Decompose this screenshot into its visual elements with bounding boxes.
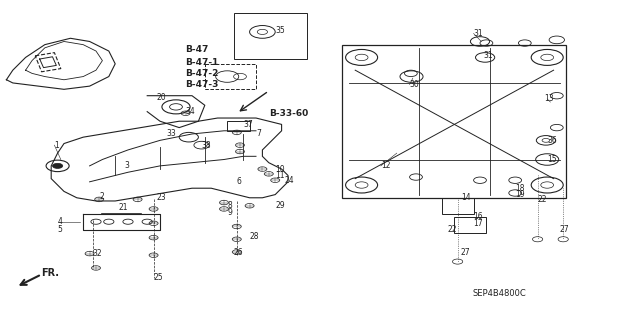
Text: B-47-2: B-47-2 xyxy=(186,69,219,78)
Text: 34: 34 xyxy=(186,107,195,116)
Text: 20: 20 xyxy=(157,93,166,102)
Text: 16: 16 xyxy=(474,212,483,221)
Text: 3: 3 xyxy=(125,161,130,170)
Text: 9: 9 xyxy=(227,208,232,217)
Text: 24: 24 xyxy=(285,176,294,185)
Text: 33: 33 xyxy=(166,130,176,138)
Text: 2: 2 xyxy=(99,192,104,201)
Text: 19: 19 xyxy=(515,190,525,199)
Text: 17: 17 xyxy=(474,219,483,228)
Text: 18: 18 xyxy=(515,184,525,193)
Text: 27: 27 xyxy=(461,248,470,256)
Text: 22: 22 xyxy=(448,225,458,234)
Text: 13: 13 xyxy=(544,94,554,103)
Text: 6: 6 xyxy=(237,177,242,186)
Text: 10: 10 xyxy=(275,165,285,174)
Text: 7: 7 xyxy=(256,130,261,138)
Text: 4: 4 xyxy=(58,217,63,226)
Text: 5: 5 xyxy=(58,225,63,234)
Text: 12: 12 xyxy=(381,161,390,170)
Text: 36: 36 xyxy=(547,136,557,145)
Text: B-47: B-47 xyxy=(186,45,209,54)
Text: SEP4B4800C: SEP4B4800C xyxy=(472,289,526,298)
Text: 8: 8 xyxy=(227,201,232,210)
Text: 28: 28 xyxy=(250,232,259,241)
Text: 21: 21 xyxy=(118,203,128,212)
Text: FR.: FR. xyxy=(42,268,60,278)
Text: 38: 38 xyxy=(202,141,211,150)
Text: 23: 23 xyxy=(157,193,166,202)
Text: 22: 22 xyxy=(538,195,547,204)
Text: 30: 30 xyxy=(410,80,419,89)
Text: 29: 29 xyxy=(275,201,285,210)
Text: 14: 14 xyxy=(461,193,470,202)
Text: 25: 25 xyxy=(154,273,163,282)
Text: 31: 31 xyxy=(483,51,493,60)
Text: B-47-1: B-47-1 xyxy=(186,58,219,67)
Text: 26: 26 xyxy=(234,248,243,256)
Text: 32: 32 xyxy=(93,249,102,258)
Text: 27: 27 xyxy=(560,225,570,234)
Text: 37: 37 xyxy=(243,120,253,129)
Text: 31: 31 xyxy=(474,29,483,38)
Text: 11: 11 xyxy=(275,171,285,180)
Text: 15: 15 xyxy=(547,155,557,164)
Text: 1: 1 xyxy=(54,141,59,150)
Circle shape xyxy=(52,163,63,168)
Text: B-47-3: B-47-3 xyxy=(186,80,219,89)
Text: B-33-60: B-33-60 xyxy=(269,109,308,118)
Text: 35: 35 xyxy=(275,26,285,35)
